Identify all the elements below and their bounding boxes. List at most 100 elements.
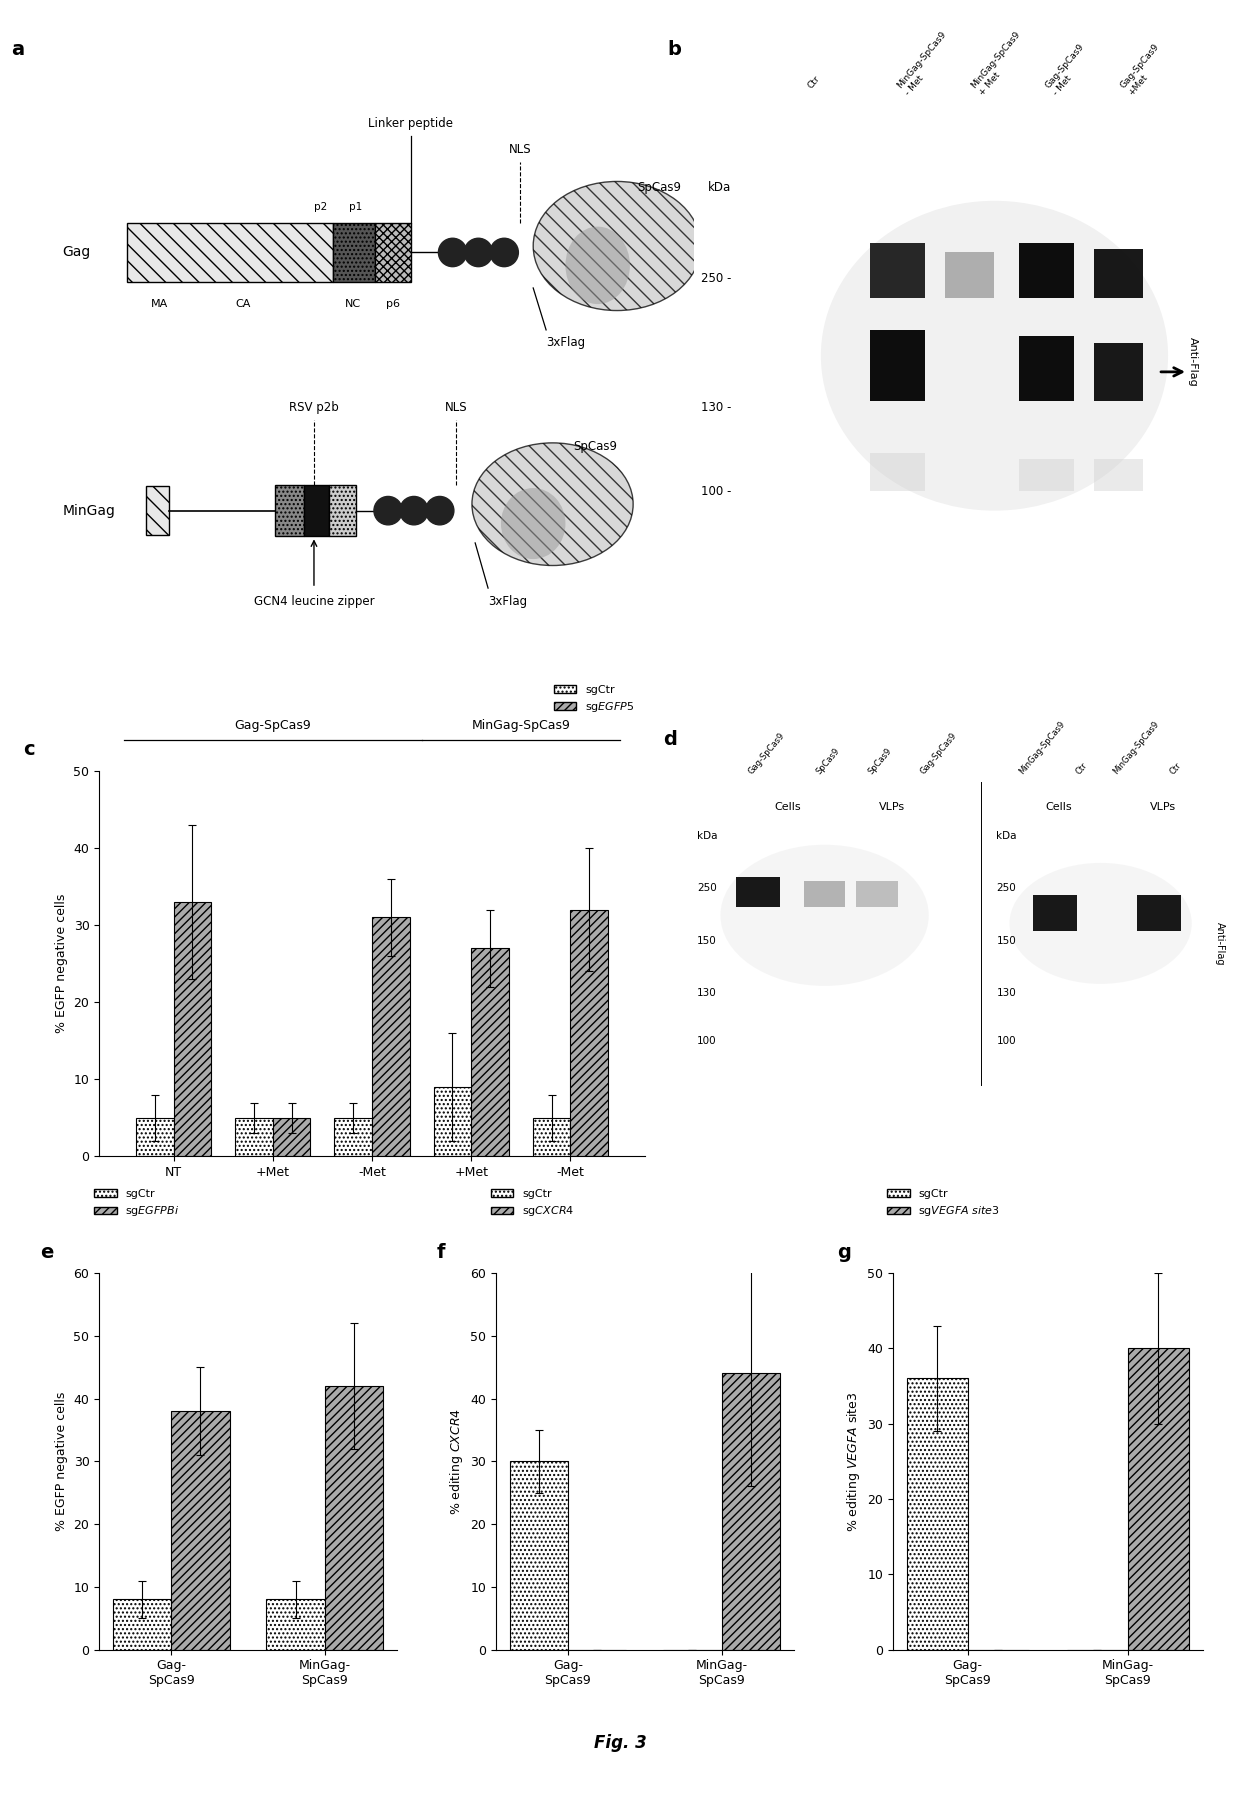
Text: c: c xyxy=(22,741,35,758)
FancyBboxPatch shape xyxy=(1094,459,1143,491)
Bar xyxy=(533,1119,570,1156)
Text: NC: NC xyxy=(345,299,361,310)
Text: kDa: kDa xyxy=(997,830,1017,841)
Text: 100: 100 xyxy=(697,1036,717,1047)
Text: SpCas9: SpCas9 xyxy=(867,746,893,776)
Text: MinGag: MinGag xyxy=(62,504,115,518)
Ellipse shape xyxy=(533,181,701,310)
Text: MinGag-SpCas9: MinGag-SpCas9 xyxy=(1017,719,1066,776)
FancyBboxPatch shape xyxy=(1137,895,1182,932)
Bar xyxy=(570,909,608,1156)
Bar xyxy=(136,1119,174,1156)
Text: SpCas9: SpCas9 xyxy=(815,746,841,776)
FancyBboxPatch shape xyxy=(334,224,376,282)
Text: MinGag-SpCas9: MinGag-SpCas9 xyxy=(471,719,570,733)
Text: Gag-SpCas9
- Met: Gag-SpCas9 - Met xyxy=(1044,43,1095,97)
Text: Gag-SpCas9: Gag-SpCas9 xyxy=(919,732,959,776)
Ellipse shape xyxy=(501,488,565,559)
Bar xyxy=(434,1087,471,1156)
Text: SpCas9: SpCas9 xyxy=(637,181,682,194)
Text: Gag-SpCas9
+Met: Gag-SpCas9 +Met xyxy=(1118,43,1169,97)
Text: NLS: NLS xyxy=(444,402,467,414)
Circle shape xyxy=(374,497,402,525)
Bar xyxy=(325,1386,383,1650)
Text: b: b xyxy=(667,39,681,59)
Text: NLS: NLS xyxy=(508,143,532,156)
Bar xyxy=(174,902,211,1156)
Text: 3xFlag: 3xFlag xyxy=(546,337,585,350)
FancyBboxPatch shape xyxy=(1019,242,1074,298)
FancyBboxPatch shape xyxy=(1019,337,1074,402)
Ellipse shape xyxy=(1009,862,1192,984)
Text: 130: 130 xyxy=(697,988,717,999)
Text: Gag-SpCas9: Gag-SpCas9 xyxy=(234,719,311,733)
FancyBboxPatch shape xyxy=(146,486,169,534)
Text: Ctr: Ctr xyxy=(806,74,822,90)
Bar xyxy=(1128,1348,1189,1650)
Bar xyxy=(722,1373,780,1650)
Bar xyxy=(510,1461,568,1650)
Text: 250 -: 250 - xyxy=(702,273,732,285)
Text: 150: 150 xyxy=(997,936,1017,945)
FancyBboxPatch shape xyxy=(275,484,304,536)
Text: kDa: kDa xyxy=(708,181,732,194)
FancyBboxPatch shape xyxy=(304,484,329,536)
Ellipse shape xyxy=(720,845,929,986)
FancyBboxPatch shape xyxy=(737,877,780,907)
Text: a: a xyxy=(11,39,24,59)
Ellipse shape xyxy=(472,443,634,565)
Ellipse shape xyxy=(821,201,1168,511)
Text: e: e xyxy=(40,1243,53,1262)
Text: Cells: Cells xyxy=(1045,803,1073,812)
Bar xyxy=(236,1119,273,1156)
Legend: sgCtr, sg$\it{CXCR4}$: sgCtr, sg$\it{CXCR4}$ xyxy=(486,1185,579,1223)
Text: MinGag-SpCas9: MinGag-SpCas9 xyxy=(1111,719,1161,776)
Text: Fig. 3: Fig. 3 xyxy=(594,1734,646,1752)
FancyBboxPatch shape xyxy=(945,253,994,298)
Y-axis label: % EGFP negative cells: % EGFP negative cells xyxy=(55,1391,68,1531)
Text: MA: MA xyxy=(150,299,167,310)
Text: SpCas9: SpCas9 xyxy=(573,439,618,452)
Text: Cells: Cells xyxy=(775,803,801,812)
FancyBboxPatch shape xyxy=(329,484,356,536)
Text: 250: 250 xyxy=(997,884,1017,893)
Circle shape xyxy=(425,497,454,525)
FancyBboxPatch shape xyxy=(1019,459,1074,491)
Text: p2: p2 xyxy=(314,203,327,213)
Text: GCN4 leucine zipper: GCN4 leucine zipper xyxy=(254,595,374,608)
Text: kDa: kDa xyxy=(697,830,718,841)
Y-axis label: % EGFP negative cells: % EGFP negative cells xyxy=(55,895,68,1033)
Text: Gag-SpCas9: Gag-SpCas9 xyxy=(746,732,786,776)
Circle shape xyxy=(399,497,428,525)
FancyBboxPatch shape xyxy=(856,880,898,907)
Legend: sgCtr, sg$\it{EGFPBi}$: sgCtr, sg$\it{EGFPBi}$ xyxy=(89,1185,185,1223)
FancyBboxPatch shape xyxy=(1094,342,1143,402)
Text: Linker peptide: Linker peptide xyxy=(368,117,453,129)
Text: VLPs: VLPs xyxy=(1149,803,1177,812)
Text: MinGag-SpCas9
+ Met: MinGag-SpCas9 + Met xyxy=(970,30,1030,97)
Y-axis label: % editing $\it{CXCR4}$: % editing $\it{CXCR4}$ xyxy=(448,1408,465,1515)
Bar xyxy=(273,1119,310,1156)
Text: MinGag-SpCas9
- Met: MinGag-SpCas9 - Met xyxy=(895,30,956,97)
Circle shape xyxy=(464,238,492,267)
Text: p6: p6 xyxy=(386,299,399,310)
Text: 150: 150 xyxy=(697,936,717,945)
Text: 100: 100 xyxy=(997,1036,1016,1047)
Circle shape xyxy=(439,238,466,267)
Text: g: g xyxy=(837,1243,851,1262)
Bar xyxy=(372,918,409,1156)
FancyBboxPatch shape xyxy=(126,224,334,282)
Ellipse shape xyxy=(565,226,630,305)
Bar xyxy=(471,948,508,1156)
FancyBboxPatch shape xyxy=(870,452,925,491)
Circle shape xyxy=(490,238,518,267)
FancyBboxPatch shape xyxy=(1033,895,1078,932)
Text: CA: CA xyxy=(236,299,250,310)
Legend: sgCtr, sg$\it{VEGFA\ site3}$: sgCtr, sg$\it{VEGFA\ site3}$ xyxy=(883,1185,1004,1223)
Bar xyxy=(113,1599,171,1650)
Text: Ctr: Ctr xyxy=(1075,760,1090,776)
Text: VLPs: VLPs xyxy=(879,803,905,812)
FancyBboxPatch shape xyxy=(1094,249,1143,298)
FancyBboxPatch shape xyxy=(870,242,925,298)
Text: 100 -: 100 - xyxy=(702,484,732,498)
